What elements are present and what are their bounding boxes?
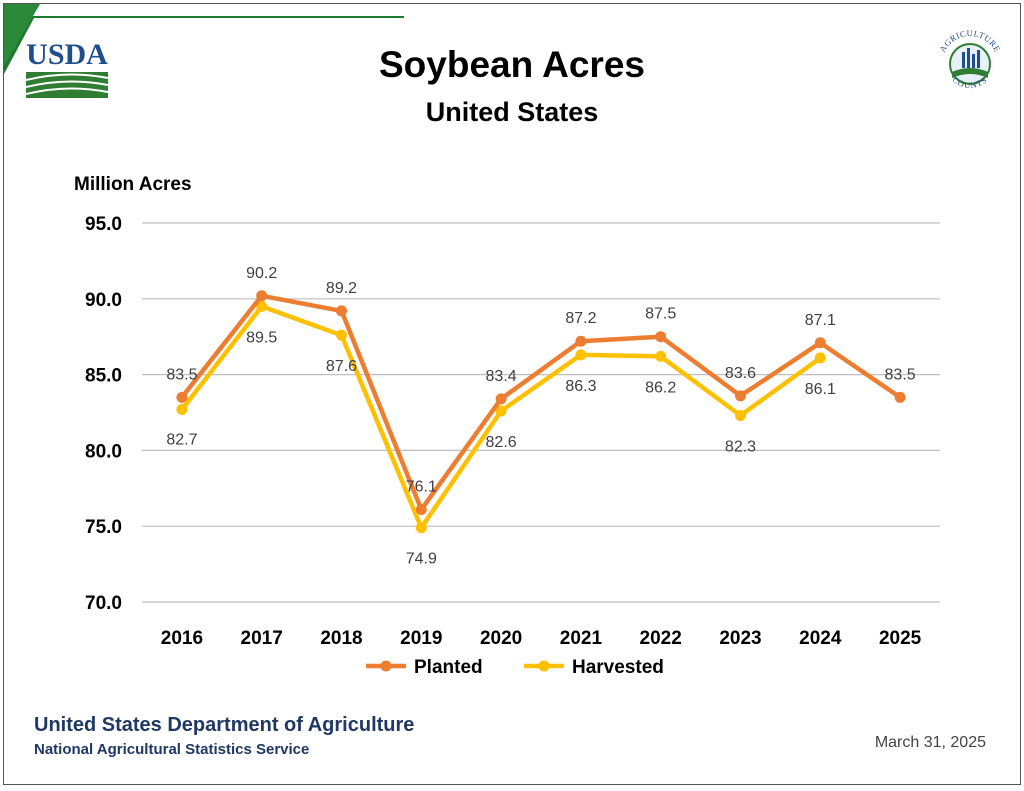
data-label-planted: 83.5 [885, 366, 916, 383]
data-point-harvested [256, 300, 268, 312]
x-tick-label: 2016 [161, 628, 203, 649]
data-point-harvested [735, 410, 746, 422]
data-label-harvested: 86.3 [565, 378, 596, 395]
footer-org: United States Department of Agriculture [34, 714, 415, 736]
footer-agency: National Agricultural Statistics Service [34, 741, 310, 758]
x-tick-label: 2017 [241, 628, 283, 649]
data-label-planted: 76.1 [406, 479, 437, 496]
usda-logo-text: USDA [26, 38, 108, 71]
data-point-planted [894, 391, 906, 403]
corner-decoration [4, 4, 404, 74]
x-tick-label: 2023 [719, 628, 761, 649]
y-tick-label: 95.0 [85, 214, 122, 235]
data-point-planted [735, 390, 746, 402]
y-tick-label: 80.0 [85, 441, 122, 462]
ag-logo-text-bottom: COUNTS [951, 74, 989, 90]
series-line-planted [180, 293, 902, 512]
x-tick-label: 2022 [640, 628, 682, 649]
series-line-harvested [180, 304, 822, 530]
slide: USDA AGRICULTURE COUNTS Soybean Acres Un… [3, 3, 1021, 785]
data-label-harvested: 86.2 [645, 379, 676, 396]
data-point-harvested [336, 329, 347, 341]
line-chart: Million Acres 70.0 75.0 80.0 85.0 90.0 95.0 201… [74, 174, 940, 678]
data-point-harvested [176, 403, 188, 415]
legend-label-harvested: Harvested [572, 657, 664, 678]
data-point-harvested [814, 352, 826, 364]
data-label-harvested: 82.3 [725, 439, 756, 456]
data-point-harvested [495, 405, 507, 417]
usda-logo: USDA [25, 38, 109, 98]
svg-text:COUNTS: COUNTS [951, 74, 990, 90]
x-tick-label: 2025 [879, 628, 922, 649]
chart-title: Soybean Acres [379, 44, 645, 85]
data-label-harvested: 74.9 [406, 551, 437, 568]
x-tick-label: 2020 [480, 628, 522, 649]
data-label-planted: 90.2 [246, 265, 277, 282]
legend-label-planted: Planted [414, 657, 483, 678]
y-tick-label: 90.0 [85, 290, 122, 311]
data-point-harvested [655, 350, 667, 362]
x-tick-label: 2018 [320, 628, 362, 649]
y-tick-label: 70.0 [85, 593, 122, 614]
data-label-planted: 83.6 [725, 365, 756, 382]
data-label-planted: 87.2 [565, 310, 596, 327]
data-label-planted: 83.4 [486, 368, 517, 385]
data-point-planted [495, 393, 507, 405]
data-point-planted [814, 337, 826, 349]
data-label-harvested: 82.6 [486, 434, 517, 451]
x-tick-label: 2021 [560, 628, 603, 649]
y-tick-label: 85.0 [85, 366, 122, 387]
agriculture-counts-logo: AGRICULTURE COUNTS [937, 28, 1002, 90]
legend-marker-planted [380, 660, 392, 672]
chart-subtitle: United States [425, 97, 599, 127]
legend-marker-harvested [538, 660, 550, 672]
data-point-planted [655, 331, 667, 343]
y-axis-label: Million Acres [74, 174, 192, 195]
data-label-harvested: 86.1 [805, 381, 836, 398]
data-label-planted: 89.2 [326, 280, 357, 297]
footer-date: March 31, 2025 [874, 734, 986, 751]
data-label-planted: 87.1 [805, 312, 836, 329]
data-point-harvested [575, 349, 587, 361]
data-label-harvested: 87.6 [326, 358, 357, 375]
data-label-harvested: 89.5 [246, 329, 277, 346]
y-tick-label: 75.0 [85, 517, 122, 538]
data-point-planted [415, 504, 427, 516]
data-point-planted [336, 305, 347, 317]
data-label-harvested: 82.7 [166, 431, 197, 448]
data-point-planted [176, 391, 188, 403]
data-label-planted: 83.5 [166, 366, 197, 383]
x-tick-label: 2019 [400, 628, 442, 649]
data-point-harvested [415, 522, 427, 534]
data-point-planted [575, 335, 587, 347]
data-point-planted [256, 290, 268, 302]
data-label-planted: 87.5 [645, 306, 676, 323]
x-tick-label: 2024 [799, 628, 842, 649]
